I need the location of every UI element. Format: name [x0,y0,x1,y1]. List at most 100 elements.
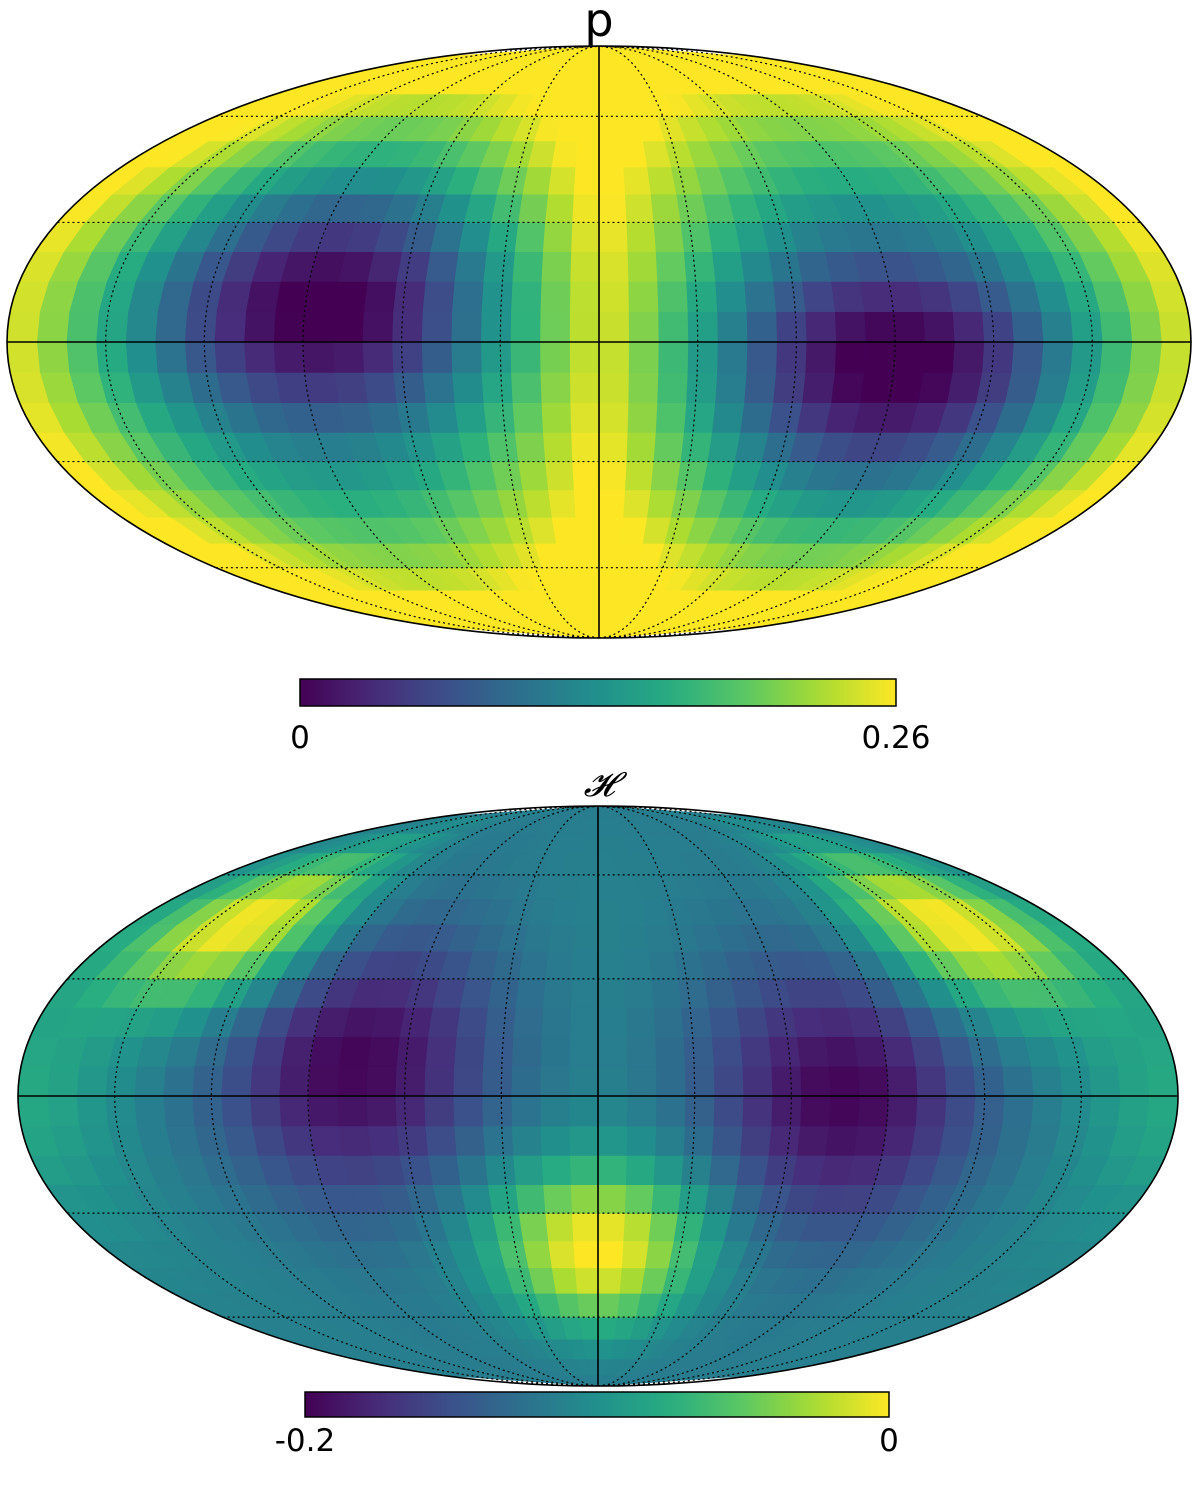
heatmap-cell [796,1036,830,1067]
heatmap-cell [511,251,544,282]
heatmap-cell [162,1095,195,1127]
heatmap-cell [909,1125,945,1156]
heatmap-cell [770,1095,802,1127]
heatmap-cell [622,489,651,518]
heatmap-cell [922,341,955,373]
heatmap-cell [424,1036,457,1067]
heatmap-cell [853,1125,887,1156]
heatmap-cell [365,1095,397,1127]
heatmap-cell [392,371,426,404]
heatmap-cell [624,461,654,491]
heatmap-cell [576,1292,599,1318]
heatmap-cell [656,371,688,404]
heatmap-cell [656,280,688,313]
heatmap-cell [622,950,652,980]
heatmap-cell [133,1095,166,1127]
heatmap-cell [627,371,659,404]
heatmap-cell [824,1036,859,1067]
heatmap-cell [917,280,953,313]
heatmap-cell [672,1212,705,1242]
heatmap-cell [685,371,718,404]
heatmap-cell [544,950,574,980]
map-title: p [584,0,613,47]
heatmap-cell [337,1036,372,1067]
heatmap-cell [626,1065,657,1097]
heatmap-cell [569,280,600,313]
heatmap-cell [1087,1065,1121,1097]
heatmap-cell [220,1095,253,1127]
heatmap-cell [677,978,709,1008]
heatmap-cell [547,923,576,952]
heatmap-cell [572,923,599,952]
colorbar [299,678,897,707]
heatmap-cell [154,341,188,373]
heatmap-cell [392,280,426,313]
heatmap-cell [735,1006,769,1038]
heatmap-cell [680,1154,712,1186]
heatmap-cell [542,431,573,463]
heatmap-cell [830,371,865,404]
heatmap-cell [539,1095,570,1127]
heatmap-cell [544,1212,574,1242]
heatmap-cell [482,1125,514,1156]
heatmap-cell [391,341,423,373]
heatmap-cell [332,341,364,373]
heatmap-cell [569,371,600,404]
heatmap-cell [572,166,600,195]
heatmap-cell [644,1240,674,1269]
heatmap-cell [598,251,629,282]
heatmap-cell [649,461,681,491]
heatmap-cell [598,402,629,433]
heatmap-cell [539,1036,571,1067]
heatmap-cell [795,402,832,433]
heatmap-cell [1116,1065,1150,1097]
heatmap-cell [598,371,629,404]
heatmap-cell [569,1006,599,1038]
heatmap-cell [1069,311,1103,343]
heatmap-cell [711,1036,743,1067]
heatmap-cell [675,193,708,223]
heatmap-cell [655,1065,686,1097]
heatmap-cell [626,1095,657,1127]
heatmap-cell [1069,341,1103,373]
heatmap-cell [484,1006,516,1038]
heatmap-cell [946,371,983,404]
heatmap-cell [598,221,628,253]
heatmap-cell [365,1065,397,1097]
heatmap-cell [679,221,713,253]
heatmap-cell [421,280,455,313]
heatmap-cell [514,1184,546,1214]
heatmap-cell [332,311,364,343]
heatmap-cell [646,166,677,195]
heatmap-cell [1099,311,1133,343]
heatmap-cell [487,1184,519,1214]
heatmap-cell [886,1065,918,1097]
heatmap-cell [881,1036,916,1067]
heatmap-cell [18,1095,51,1127]
heatmap-cell [571,950,599,980]
graticule [18,806,1178,1386]
heatmap-cell [801,371,835,404]
heatmap-cell [361,311,394,343]
heatmap-cell [46,1095,80,1127]
graticule [7,46,1191,638]
heatmap-cell [539,280,571,313]
heatmap-cell [624,193,654,223]
heatmap-cell [716,311,748,343]
heatmap-cell [451,371,484,404]
heatmap-cell [598,489,626,518]
heatmap-cell [95,311,129,343]
heatmap-cell [484,1154,516,1186]
heatmap-cell [804,311,837,343]
heatmap-cell [542,978,572,1008]
heatmap-cell [881,1125,916,1156]
heatmap-cell [455,1006,488,1038]
heatmap-cell [597,1125,628,1156]
heatmap-cell [576,874,599,900]
heatmap-cell [104,1065,137,1097]
heatmap-cell [739,402,774,433]
heatmap-cell [542,221,573,253]
heatmap-cell [711,1125,743,1156]
heatmap-cell [540,402,572,433]
heatmap-cell [652,221,685,253]
